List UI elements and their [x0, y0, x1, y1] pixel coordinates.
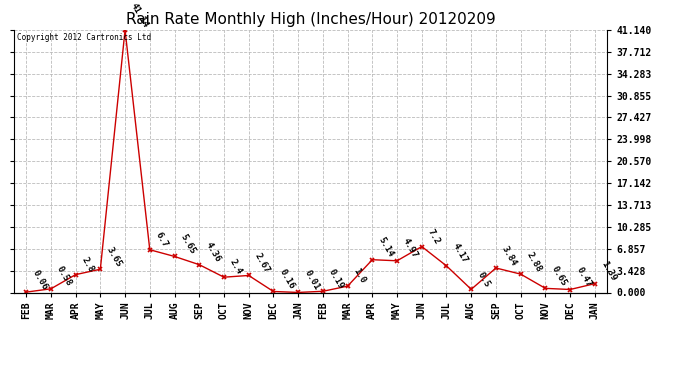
Text: 3.65: 3.65	[104, 245, 123, 268]
Text: 5.65: 5.65	[179, 232, 197, 256]
Text: 5.14: 5.14	[377, 236, 395, 259]
Text: 0.01: 0.01	[302, 268, 321, 292]
Text: 2.4: 2.4	[228, 258, 244, 276]
Text: 3.84: 3.84	[500, 244, 519, 267]
Text: Copyright 2012 Cartronics Ltd: Copyright 2012 Cartronics Ltd	[17, 33, 151, 42]
Text: 4.36: 4.36	[204, 241, 222, 264]
Text: 0.58: 0.58	[55, 265, 74, 288]
Text: 1.39: 1.39	[599, 260, 618, 283]
Text: 2.8: 2.8	[80, 255, 96, 274]
Text: 0.06: 0.06	[30, 268, 49, 291]
Text: 2.67: 2.67	[253, 252, 271, 274]
Text: 4.17: 4.17	[451, 242, 469, 265]
Text: 4.97: 4.97	[401, 237, 420, 260]
Text: 0.47: 0.47	[574, 266, 593, 289]
Text: 1.0: 1.0	[352, 267, 368, 285]
Text: 0.65: 0.65	[549, 264, 568, 288]
Text: 7.2: 7.2	[426, 227, 442, 246]
Text: 41.14: 41.14	[129, 2, 150, 29]
Text: 0.19: 0.19	[327, 267, 346, 291]
Text: 6.7: 6.7	[154, 231, 170, 249]
Text: 0.5: 0.5	[475, 270, 491, 288]
Text: 0.16: 0.16	[277, 268, 296, 291]
Title: Rain Rate Monthly High (Inches/Hour) 20120209: Rain Rate Monthly High (Inches/Hour) 201…	[126, 12, 495, 27]
Text: 2.88: 2.88	[525, 250, 543, 273]
